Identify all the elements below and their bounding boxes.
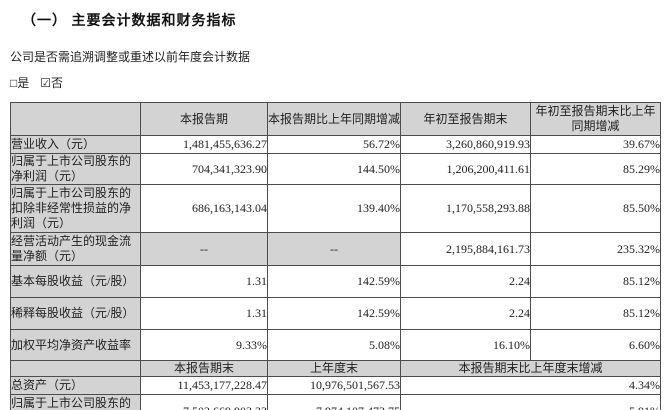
row-label: 经营活动产生的现金流量净额（元） (10, 232, 141, 266)
cell-value: 1,170,558,293.88 (400, 184, 531, 233)
header-current-period-yoy: 本报告期比上年同期增减 (267, 102, 401, 136)
cell-value: 56.72% (267, 135, 401, 154)
cell-value: 85.12% (530, 265, 661, 298)
cell-value: 235.32% (530, 232, 661, 266)
table-row-equity: 归属于上市公司股东的所有者权益（元） 7,502,669,903.23 7,97… (10, 394, 661, 410)
cell-value: 7,502,669,903.23 (140, 394, 268, 410)
period-header-row: 本报告期 本报告期比上年同期增减 年初至报告期末 年初至报告期末比上年同期增减 (10, 102, 661, 136)
row-label: 归属于上市公司股东的所有者权益（元） (10, 394, 141, 410)
table-row-revenue: 营业收入（元） 1,481,455,636.27 56.72% 3,260,86… (10, 135, 661, 154)
table-row-diluted-eps: 稀释每股收益（元/股） 1.31 142.59% 2.24 85.12% (10, 297, 661, 330)
cell-na: -- (140, 232, 268, 266)
cell-value: 85.29% (530, 153, 661, 185)
cell-value: 6.60% (530, 329, 661, 361)
corner-cell (10, 360, 141, 377)
key-financial-indicators-table: 本报告期 本报告期比上年同期增减 年初至报告期末 年初至报告期末比上年同期增减 … (10, 102, 661, 410)
cell-value: 4.34% (400, 376, 661, 395)
row-label: 加权平均净资产收益率 (10, 329, 141, 361)
header-period-end: 本报告期末 (140, 360, 268, 377)
cell-value: 11,453,177,228.47 (140, 376, 268, 395)
row-label: 归属于上市公司股东的扣除非经常性损益的净利润（元） (10, 184, 141, 233)
cell-value: 7,974,107,473.75 (267, 394, 401, 410)
row-label: 归属于上市公司股东的净利润（元） (10, 153, 141, 185)
table-row-total-assets: 总资产（元） 11,453,177,228.47 10,976,501,567.… (10, 376, 661, 395)
cell-value: 1.31 (140, 265, 268, 298)
cell-value: 3,260,860,919.93 (400, 135, 531, 154)
cell-value: 85.12% (530, 297, 661, 330)
header-period-end-change: 本报告期末比上年度末增减 (400, 360, 661, 377)
header-prior-year-end: 上年度末 (267, 360, 401, 377)
checkbox-yes: □是 (10, 76, 30, 90)
row-label: 稀释每股收益（元/股） (10, 297, 141, 330)
cell-value: 142.59% (267, 297, 401, 330)
cell-value: 142.59% (267, 265, 401, 298)
cell-value: -5.91% (400, 394, 661, 410)
table-row-net-profit-excl-nonrecurring: 归属于上市公司股东的扣除非经常性损益的净利润（元） 686,163,143.04… (10, 184, 661, 233)
cell-value: 2.24 (400, 297, 531, 330)
corner-cell (10, 102, 141, 136)
cell-value: 16.10% (400, 329, 531, 361)
table-row-basic-eps: 基本每股收益（元/股） 1.31 142.59% 2.24 85.12% (10, 265, 661, 298)
cell-value: 9.33% (140, 329, 268, 361)
table-row-operating-cash-flow: 经营活动产生的现金流量净额（元） -- -- 2,195,884,161.73 … (10, 232, 661, 266)
restatement-question: 公司是否需追溯调整或重述以前年度会计数据 (10, 50, 251, 64)
row-label: 基本每股收益（元/股） (10, 265, 141, 298)
header-ytd-yoy: 年初至报告期末比上年同期增减 (530, 102, 661, 136)
row-label: 营业收入（元） (10, 135, 141, 154)
section-title: （一） 主要会计数据和财务指标 (22, 14, 237, 29)
cell-value: 10,976,501,567.53 (267, 376, 401, 395)
cell-value: 2.24 (400, 265, 531, 298)
period-end-header-row: 本报告期末 上年度末 本报告期末比上年度末增减 (10, 360, 661, 377)
header-current-period: 本报告期 (140, 102, 268, 136)
cell-value: 144.50% (267, 153, 401, 185)
table-row-net-profit: 归属于上市公司股东的净利润（元） 704,341,323.90 144.50% … (10, 153, 661, 185)
cell-na: -- (267, 232, 401, 266)
restatement-answer: □是 ☑否 (10, 74, 658, 91)
row-label: 总资产（元） (10, 376, 141, 395)
cell-value: 2,195,884,161.73 (400, 232, 531, 266)
cell-value: 1,481,455,636.27 (140, 135, 268, 154)
cell-value: 5.08% (267, 329, 401, 361)
header-ytd: 年初至报告期末 (400, 102, 531, 136)
cell-value: 686,163,143.04 (140, 184, 268, 233)
cell-value: 139.40% (267, 184, 401, 233)
cell-value: 1,206,200,411.61 (400, 153, 531, 185)
cell-value: 1.31 (140, 297, 268, 330)
cell-value: 85.50% (530, 184, 661, 233)
checkbox-no-checked: ☑否 (40, 76, 64, 90)
cell-value: 39.67% (530, 135, 661, 154)
cell-value: 704,341,323.90 (140, 153, 268, 185)
table-row-weighted-avg-roe: 加权平均净资产收益率 9.33% 5.08% 16.10% 6.60% (10, 329, 661, 361)
